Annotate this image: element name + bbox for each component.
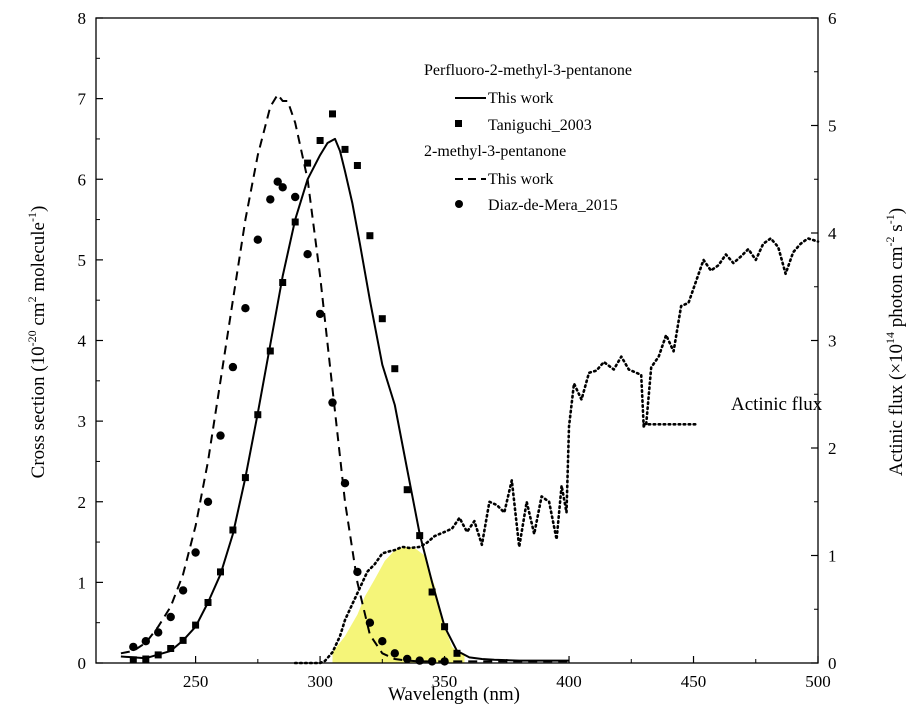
point-diaz_de_mera_2015 (266, 195, 275, 204)
point-diaz_de_mera_2015 (216, 431, 225, 440)
legend-group1-title: Perfluoro-2-methyl-3-pentanone (424, 62, 632, 79)
legend: Perfluoro-2-methyl-3-pentanone This work… (424, 62, 632, 214)
y-tick-label: 8 (78, 9, 87, 28)
point-taniguchi_2003 (179, 636, 187, 644)
series-layer (120, 93, 820, 666)
point-diaz_de_mera_2015 (328, 398, 337, 407)
legend-group1-line-label: This work (488, 90, 553, 107)
point-taniguchi_2003 (453, 649, 461, 657)
point-taniguchi_2003 (329, 110, 336, 118)
y-tick-label: 7 (78, 90, 87, 109)
series-mp_this_work (120, 93, 569, 663)
point-diaz_de_mera_2015 (427, 657, 437, 666)
point-taniguchi_2003 (217, 568, 224, 576)
point-diaz_de_mera_2015 (191, 548, 200, 557)
point-diaz_de_mera_2015 (166, 612, 175, 622)
y2-tick-label: 1 (828, 547, 837, 566)
point-diaz_de_mera_2015 (203, 497, 213, 506)
y2-tick-label: 0 (828, 654, 837, 673)
point-diaz_de_mera_2015 (315, 309, 325, 319)
point-taniguchi_2003 (291, 218, 299, 226)
x-axis-title: Wavelength (nm) (388, 684, 520, 705)
y2-tick-label: 6 (828, 9, 837, 28)
y-tick-label: 5 (78, 251, 87, 270)
legend-circle-marker (455, 200, 463, 208)
point-taniguchi_2003 (441, 623, 449, 631)
y-tick-label: 0 (78, 654, 87, 673)
x-tick-label: 400 (556, 672, 582, 691)
plot-frame (95, 17, 819, 664)
point-taniguchi_2003 (391, 365, 399, 373)
point-diaz_de_mera_2015 (178, 586, 188, 595)
point-taniguchi_2003 (403, 486, 411, 494)
point-taniguchi_2003 (428, 588, 436, 596)
point-diaz_de_mera_2015 (228, 362, 238, 372)
point-diaz_de_mera_2015 (403, 654, 412, 664)
point-taniguchi_2003 (416, 532, 424, 540)
point-diaz_de_mera_2015 (378, 637, 387, 646)
point-taniguchi_2003 (192, 621, 200, 629)
y2-tick-label: 5 (828, 117, 837, 136)
y-tick-label: 6 (78, 170, 87, 189)
y-tick-label: 3 (78, 412, 87, 431)
point-taniguchi_2003 (304, 159, 312, 167)
point-diaz_de_mera_2015 (340, 479, 350, 488)
point-taniguchi_2003 (378, 315, 386, 323)
x-tick-label: 500 (805, 672, 831, 691)
point-taniguchi_2003 (366, 232, 374, 240)
point-taniguchi_2003 (254, 411, 262, 419)
legend-group2-title: 2-methyl-3-pentanone (424, 143, 566, 160)
legend-group2-marker-label: Diaz-de-Mera_2015 (488, 197, 618, 214)
point-diaz_de_mera_2015 (353, 567, 362, 577)
point-taniguchi_2003 (353, 162, 361, 169)
point-diaz_de_mera_2015 (273, 177, 282, 186)
point-taniguchi_2003 (341, 145, 349, 153)
point-taniguchi_2003 (266, 347, 274, 355)
point-diaz_de_mera_2015 (291, 192, 300, 202)
point-diaz_de_mera_2015 (253, 235, 262, 244)
point-diaz_de_mera_2015 (303, 250, 312, 259)
y2-tick-label: 2 (828, 439, 837, 458)
x-tick-label: 350 (432, 672, 458, 691)
legend-group1-marker-label: Taniguchi_2003 (488, 117, 592, 134)
y2-tick-label: 4 (828, 224, 837, 243)
x-tick-label: 450 (681, 672, 707, 691)
legend-square-marker (455, 120, 462, 127)
point-diaz_de_mera_2015 (365, 618, 375, 627)
x-tick-label: 300 (307, 672, 333, 691)
point-diaz_de_mera_2015 (141, 637, 150, 646)
y2-axis-title: Actinic flux (×1014 photon cm-2 s-1) (883, 208, 907, 476)
point-diaz_de_mera_2015 (390, 649, 399, 658)
actinic-flux-annotation: Actinic flux (731, 394, 823, 415)
point-diaz_de_mera_2015 (278, 183, 287, 192)
point-taniguchi_2003 (204, 599, 212, 606)
point-taniguchi_2003 (229, 526, 237, 534)
point-taniguchi_2003 (167, 645, 175, 652)
series-pfmp_this_work (120, 137, 569, 662)
legend-group2-line-label: This work (488, 171, 553, 188)
overlap-fill (332, 546, 465, 663)
series-actinic_flux (293, 237, 820, 665)
point-taniguchi_2003 (154, 651, 162, 659)
y-tick-label: 4 (78, 332, 87, 351)
point-taniguchi_2003 (316, 137, 324, 144)
y-axis-title: Cross section (10-20 cm2 molecule-1) (25, 206, 49, 479)
point-diaz_de_mera_2015 (241, 304, 250, 313)
point-diaz_de_mera_2015 (154, 628, 163, 637)
point-taniguchi_2003 (142, 655, 150, 663)
point-diaz_de_mera_2015 (129, 642, 138, 652)
overlap-fill-layer (332, 546, 465, 663)
point-taniguchi_2003 (279, 279, 287, 286)
point-taniguchi_2003 (241, 474, 249, 482)
x-tick-label: 250 (183, 672, 209, 691)
y-tick-label: 2 (78, 493, 87, 512)
y-tick-label: 1 (78, 573, 87, 592)
y2-tick-label: 3 (828, 332, 837, 351)
